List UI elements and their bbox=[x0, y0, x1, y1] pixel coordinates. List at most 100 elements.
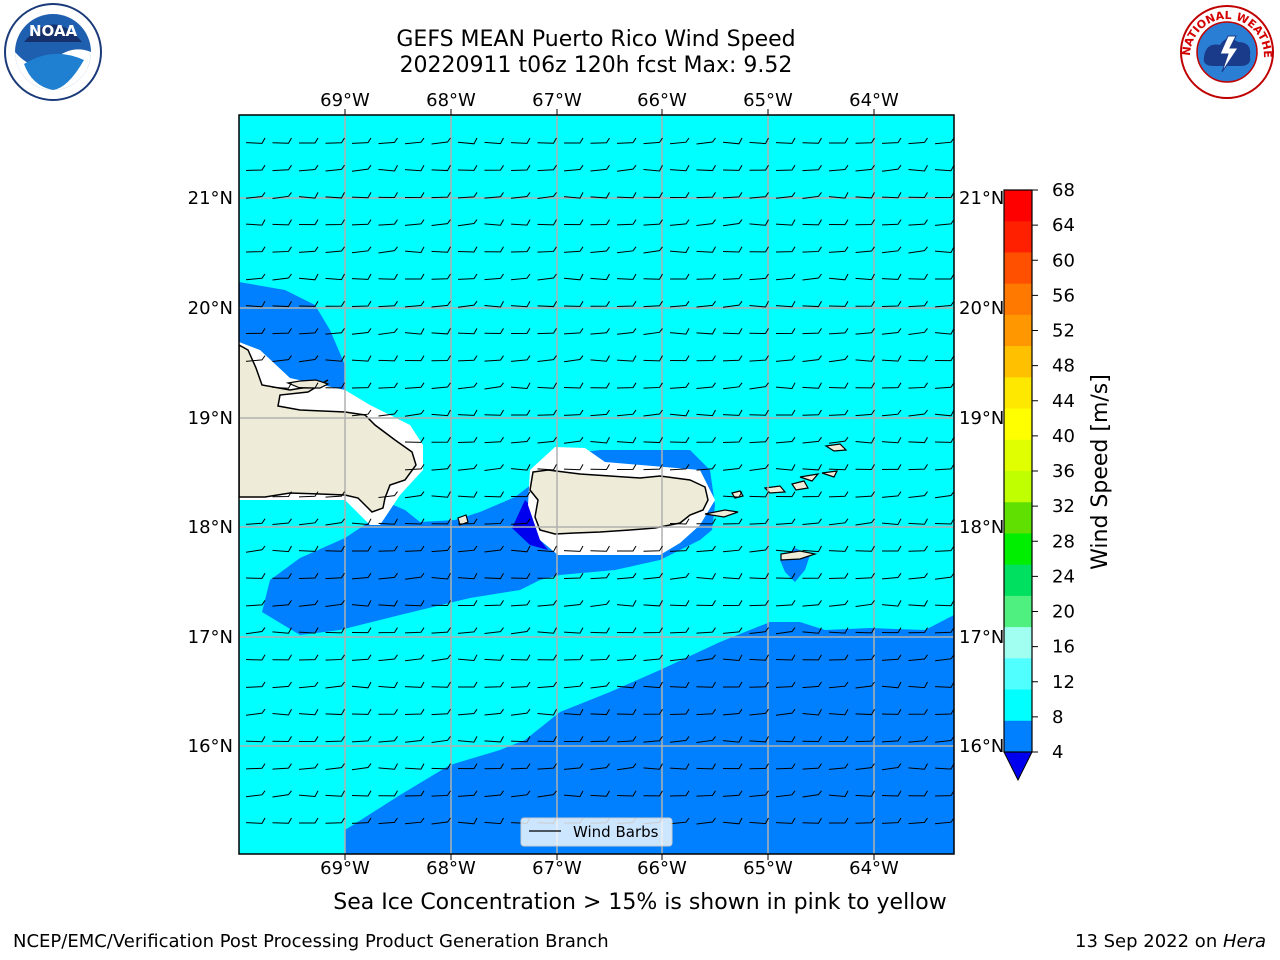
wind-barb bbox=[325, 246, 345, 254]
wind-barb bbox=[934, 137, 954, 145]
wind-barb bbox=[722, 246, 743, 253]
wind-barb bbox=[775, 355, 796, 362]
colorbar-tick-label: 16 bbox=[1052, 637, 1075, 658]
lon-label-bottom-68w: 68°W bbox=[426, 858, 476, 879]
wind-barb bbox=[245, 708, 266, 716]
wind-barb bbox=[908, 246, 928, 254]
wind-barb bbox=[245, 518, 266, 525]
wind-barb bbox=[378, 654, 398, 662]
wind-barb bbox=[934, 708, 954, 715]
puerto-rico-landmass bbox=[529, 469, 709, 535]
wind-barb bbox=[855, 654, 875, 661]
wind-barb bbox=[775, 328, 796, 334]
wind-barb bbox=[722, 219, 743, 227]
wind-barb bbox=[298, 763, 319, 770]
wind-barb bbox=[563, 464, 584, 471]
wind-barb bbox=[616, 246, 637, 254]
wind-barb bbox=[245, 355, 266, 362]
wind-barb bbox=[802, 491, 822, 498]
wind-barb bbox=[431, 708, 451, 716]
wind-barb bbox=[510, 246, 531, 253]
wind-barb bbox=[563, 708, 584, 716]
wind-barb bbox=[749, 219, 769, 226]
colorbar-tick-label: 8 bbox=[1052, 707, 1063, 728]
lat-label-left-20n: 20°N bbox=[188, 298, 233, 319]
wind-barb bbox=[669, 763, 690, 770]
lat-label-left-16n: 16°N bbox=[188, 736, 233, 757]
colorbar-segment bbox=[1004, 221, 1032, 253]
wind-barb bbox=[934, 518, 954, 525]
wind-barb bbox=[669, 464, 690, 471]
wind-barb bbox=[802, 790, 822, 798]
wind-barb bbox=[510, 518, 531, 525]
wind-barb bbox=[828, 654, 849, 661]
wind-barb bbox=[378, 708, 398, 715]
wind-barb bbox=[696, 382, 716, 390]
wind-barb bbox=[908, 436, 928, 444]
wind-barb bbox=[537, 409, 557, 416]
wind-barb bbox=[457, 654, 478, 661]
wind-barb bbox=[510, 790, 531, 798]
wind-barb bbox=[405, 273, 425, 280]
wind-barb bbox=[404, 681, 425, 688]
wind-barb bbox=[457, 600, 478, 606]
wind-barb bbox=[298, 355, 319, 363]
wind-barb bbox=[802, 246, 822, 253]
wind-barb bbox=[722, 300, 743, 308]
map-panel bbox=[239, 115, 954, 854]
wind-barb bbox=[749, 382, 769, 390]
wind-barb bbox=[855, 273, 875, 281]
wind-barb bbox=[298, 654, 319, 661]
wind-barb bbox=[457, 491, 478, 498]
wind-barb bbox=[908, 600, 928, 607]
wind-barb bbox=[802, 436, 822, 444]
wind-barb bbox=[378, 518, 398, 525]
lon-label-top-67w: 67°W bbox=[532, 90, 582, 111]
wind-barb bbox=[934, 491, 954, 499]
wind-barb bbox=[855, 464, 875, 471]
wind-barb bbox=[298, 328, 319, 335]
wind-barb bbox=[643, 164, 663, 172]
wind-barb bbox=[484, 627, 504, 635]
wind-barb bbox=[484, 654, 504, 661]
wind-barb bbox=[616, 137, 637, 144]
wind-barb bbox=[537, 464, 557, 471]
wind-barb bbox=[378, 627, 398, 634]
wind-barb bbox=[351, 763, 372, 771]
wind-barb bbox=[616, 219, 637, 226]
wind-barb bbox=[722, 137, 743, 145]
wind-barb bbox=[510, 681, 531, 688]
lat-label-left-19n: 19°N bbox=[188, 408, 233, 429]
wind-barb bbox=[669, 790, 690, 797]
wind-barb bbox=[749, 708, 769, 716]
wind-barb bbox=[590, 572, 610, 580]
nws-logo: NATIONAL WEATHER SERVICE bbox=[1176, 2, 1274, 99]
wind-barb bbox=[510, 300, 531, 308]
lat-label-left-21n: 21°N bbox=[188, 188, 233, 209]
wind-barb bbox=[934, 328, 954, 335]
wind-barb bbox=[855, 681, 875, 689]
wind-barb bbox=[749, 355, 769, 362]
wind-barb bbox=[749, 137, 769, 145]
wind-barb bbox=[510, 654, 531, 661]
wind-barb bbox=[908, 572, 928, 580]
wind-barb bbox=[775, 518, 796, 525]
wind-barb bbox=[855, 736, 875, 743]
wind-barb bbox=[775, 681, 796, 688]
wind-barb bbox=[378, 164, 398, 172]
wind-barb bbox=[802, 763, 822, 770]
wind-barb bbox=[934, 219, 954, 226]
wind-barb bbox=[245, 328, 266, 334]
wind-barb bbox=[484, 273, 504, 281]
wind-barb bbox=[378, 763, 398, 770]
wind-barb bbox=[722, 328, 743, 335]
wind-barb bbox=[537, 273, 557, 281]
wind-barb bbox=[245, 654, 266, 661]
wind-barb bbox=[298, 382, 319, 389]
wind-barb bbox=[245, 736, 266, 743]
wind-barb bbox=[298, 572, 319, 579]
wind-barb bbox=[722, 763, 743, 770]
lon-label-bottom-64w: 64°W bbox=[849, 858, 899, 879]
wind-barb bbox=[749, 572, 769, 580]
wind-barb bbox=[298, 790, 319, 797]
